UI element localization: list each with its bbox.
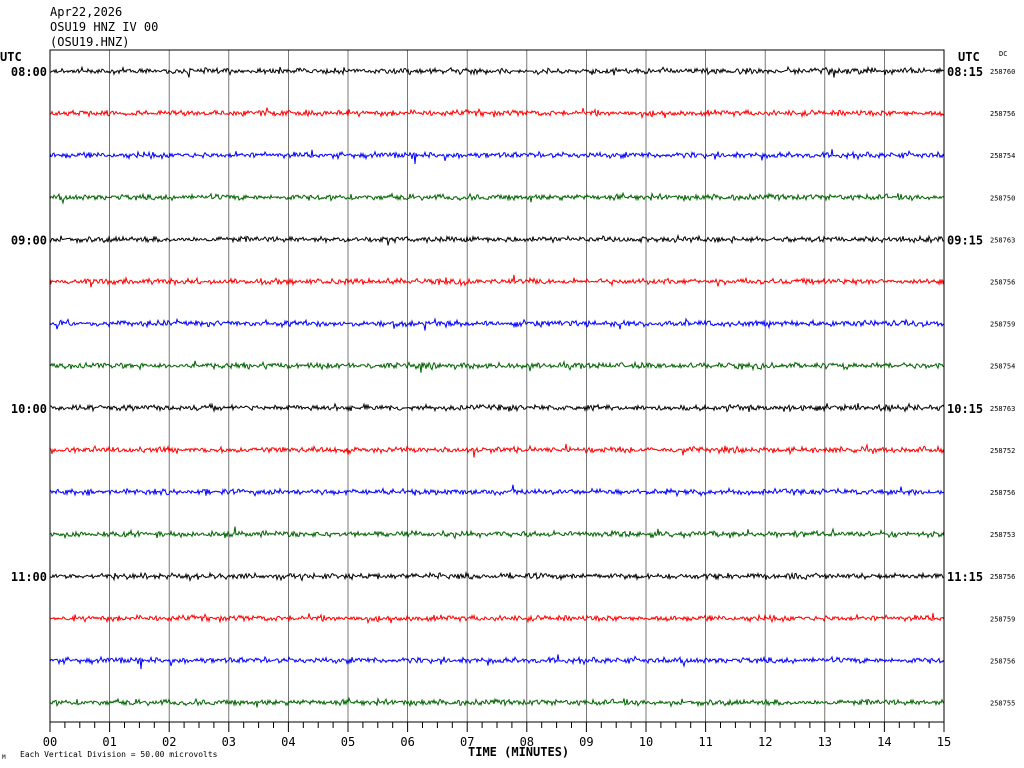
x-tick-label: 15 [937, 735, 951, 749]
right-hour-label: 08:15 [947, 65, 983, 79]
seismic-trace-13 [49, 571, 945, 583]
x-tick-label: 01 [102, 735, 116, 749]
dc-offset-label: 258756 [990, 110, 1015, 118]
seismic-trace-3 [49, 149, 945, 164]
left-hour-label: 09:00 [11, 233, 47, 247]
x-tick-label: 12 [758, 735, 772, 749]
seismic-trace-6 [49, 274, 945, 288]
station-code-label: (OSU19.HNZ) [50, 35, 129, 49]
station-line-label: OSU19 HNZ IV 00 [50, 20, 158, 34]
trace-group [49, 65, 945, 708]
x-tick-label: 03 [222, 735, 236, 749]
x-tick-label: 05 [341, 735, 355, 749]
dc-offset-label: 258763 [990, 405, 1015, 413]
seismic-trace-2 [49, 107, 945, 120]
left-hour-label: 08:00 [11, 65, 47, 79]
time-labels: 258760 258756 258754 258750 258763 258756 2587… [11, 65, 1015, 708]
seismic-trace-5 [49, 233, 945, 246]
plot-frame [49, 49, 945, 723]
x-tick-label: 14 [877, 735, 891, 749]
x-tick-label: 02 [162, 735, 176, 749]
seismic-trace-4 [49, 191, 945, 205]
right-hour-label: 11:15 [947, 570, 983, 584]
corner-mark: M [2, 754, 6, 761]
dc-offset-label: 258755 [990, 700, 1015, 708]
dc-offset-label: 258750 [990, 194, 1015, 202]
left-hour-label: 11:00 [11, 570, 47, 584]
right-timezone-label: UTC [958, 50, 980, 64]
dc-header-label: DC [999, 50, 1007, 58]
seismic-trace-8 [49, 359, 945, 373]
x-tick-label: 06 [400, 735, 414, 749]
x-tick-label: 00 [43, 735, 57, 749]
dc-offset-label: 258759 [990, 615, 1015, 623]
seismic-trace-10 [49, 442, 945, 458]
seismic-trace-11 [49, 484, 945, 498]
x-axis: 00 01 02 03 04 05 06 07 08 09 10 11 12 13 14 15 [43, 722, 951, 749]
x-tick-label: 07 [460, 735, 474, 749]
dc-offset-label: 258754 [990, 363, 1015, 371]
dc-offset-label: 258756 [990, 279, 1015, 287]
date-label: Apr22,2026 [50, 5, 122, 19]
right-hour-label: 09:15 [947, 233, 983, 247]
seismic-trace-15 [49, 654, 945, 670]
right-hour-label: 10:15 [947, 402, 983, 416]
vertical-gridlines [109, 50, 885, 722]
seismic-trace-9 [49, 402, 945, 413]
dc-offset-label: 258752 [990, 447, 1015, 455]
seismic-trace-7 [49, 317, 945, 331]
x-tick-label: 10 [639, 735, 653, 749]
x-axis-title: TIME (MINUTES) [468, 745, 569, 759]
dc-offset-label: 258756 [990, 657, 1015, 665]
left-timezone-label: UTC [0, 50, 22, 64]
dc-offset-label: 258753 [990, 531, 1015, 539]
scale-note: Each Vertical Division = 50.00 microvolt… [20, 750, 218, 759]
dc-offset-label: 258756 [990, 489, 1015, 497]
x-tick-label: 13 [818, 735, 832, 749]
left-hour-label: 10:00 [11, 402, 47, 416]
dc-offset-label: 258754 [990, 152, 1015, 160]
x-tick-label: 04 [281, 735, 295, 749]
seismic-trace-16 [49, 696, 945, 708]
dc-offset-label: 258763 [990, 236, 1015, 244]
seismic-trace-1 [49, 65, 945, 78]
seismic-trace-12 [49, 526, 945, 540]
dc-offset-label: 258760 [990, 68, 1015, 76]
x-tick-label: 08 [520, 735, 534, 749]
seismic-trace-14 [49, 612, 945, 625]
dc-offset-label: 258759 [990, 321, 1015, 329]
x-tick-label: 11 [698, 735, 712, 749]
dc-offset-label: 258756 [990, 573, 1015, 581]
x-tick-label: 09 [579, 735, 593, 749]
